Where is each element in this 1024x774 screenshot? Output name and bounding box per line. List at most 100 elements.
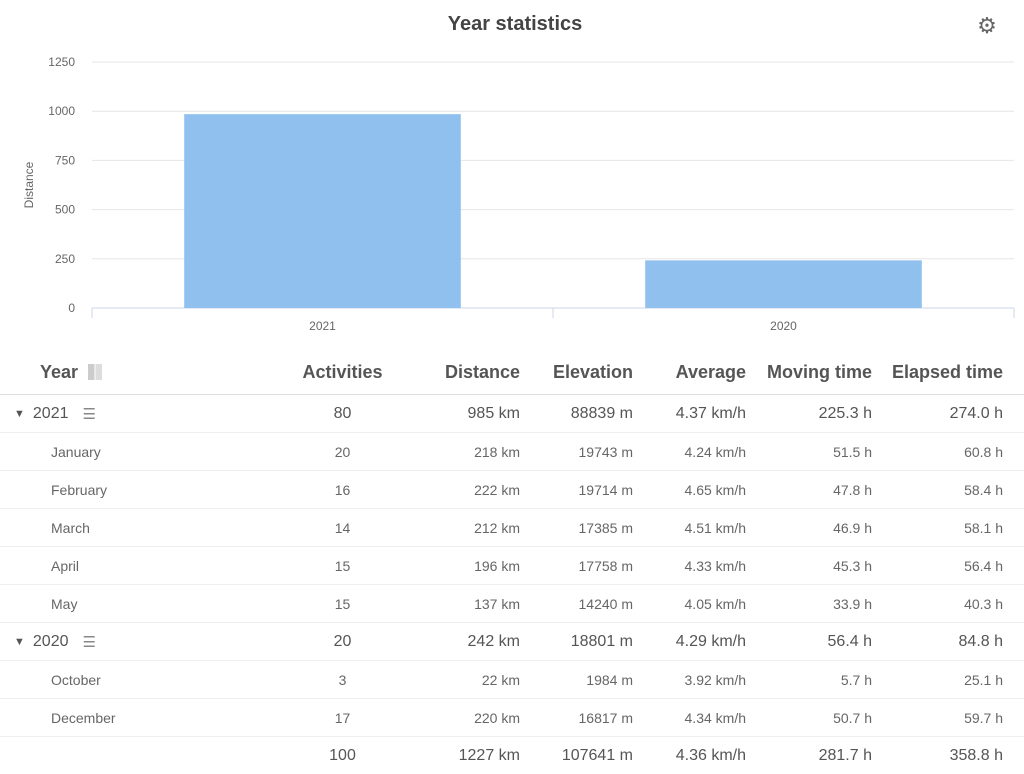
cell: 80 bbox=[333, 404, 352, 422]
cell: Distance bbox=[444, 361, 520, 382]
x-tick-label: 2021 bbox=[309, 319, 336, 333]
cell: 107641 m bbox=[561, 746, 633, 764]
cell: 56.4 h bbox=[964, 557, 1003, 574]
cell: 14240 m bbox=[578, 595, 633, 612]
cell: 33.9 h bbox=[833, 595, 872, 612]
cell: 51.5 h bbox=[833, 443, 872, 460]
caret-down-icon[interactable]: ▼ bbox=[14, 635, 25, 648]
cell: March bbox=[51, 519, 90, 536]
cell: 58.4 h bbox=[964, 481, 1003, 498]
month-row: January 20 218 km 19743 m 4.24 km/h 51.5 h 60.… bbox=[0, 433, 1024, 471]
cell: February bbox=[51, 481, 108, 498]
month-row: December 17 220 km 16817 m 4.34 km/h 50.7 h 59… bbox=[0, 699, 1024, 737]
cell: 17758 m bbox=[578, 557, 633, 574]
cell: May bbox=[51, 595, 78, 612]
cell: 196 km bbox=[474, 557, 520, 574]
year-row[interactable]: ▼ 2021 ☰ 80 985 km 88839 m 4.37 km/h 225.3 h 274… bbox=[0, 395, 1024, 433]
cell: 56.4 h bbox=[827, 632, 872, 650]
cell: Elevation bbox=[552, 361, 633, 382]
cell: 358.8 h bbox=[949, 746, 1003, 764]
cell: 47.8 h bbox=[833, 481, 872, 498]
cell: 100 bbox=[329, 746, 356, 764]
cell: 59.7 h bbox=[964, 709, 1003, 726]
cell: April bbox=[51, 557, 80, 574]
y-tick-label: 750 bbox=[55, 153, 75, 167]
y-tick-label: 1000 bbox=[48, 104, 75, 118]
cell: 281.7 h bbox=[818, 746, 872, 764]
year-row[interactable]: ▼ 2020 ☰ 20 242 km 18801 m 4.29 km/h 56.4 h 84.8… bbox=[0, 623, 1024, 661]
caret-down-icon[interactable]: ▼ bbox=[14, 407, 25, 420]
cell: 20 bbox=[333, 632, 352, 650]
bar-chart: 0 250 500 750 1000 1250 Distance 2021 2020 bbox=[22, 55, 1015, 333]
cell: 40.3 h bbox=[964, 595, 1003, 612]
cell: 46.9 h bbox=[833, 519, 872, 536]
cell: 4.29 km/h bbox=[675, 632, 746, 650]
cell: Moving time bbox=[766, 361, 872, 382]
y-tick-label: 500 bbox=[55, 203, 75, 217]
cell: 4.24 km/h bbox=[684, 443, 746, 460]
cell: 985 km bbox=[467, 404, 520, 422]
column-toggle-icon[interactable] bbox=[88, 364, 103, 380]
bar-2020 bbox=[645, 260, 922, 308]
cell: 4.65 km/h bbox=[684, 481, 746, 498]
cell: 220 km bbox=[474, 709, 520, 726]
total-row: 100 1227 km 107641 m 4.36 km/h 281.7 h 358.8 … bbox=[0, 737, 1024, 774]
cell: 45.3 h bbox=[833, 557, 872, 574]
cell: 5.7 h bbox=[840, 671, 872, 688]
cell: 50.7 h bbox=[833, 709, 872, 726]
y-tick-label: 250 bbox=[55, 252, 75, 266]
cell: 3.92 km/h bbox=[684, 671, 746, 688]
cell: 222 km bbox=[474, 481, 520, 498]
cell: 18801 m bbox=[570, 632, 633, 650]
cell: 4.51 km/h bbox=[684, 519, 746, 536]
y-tick-label: 1250 bbox=[48, 55, 75, 69]
cell: 4.05 km/h bbox=[684, 595, 746, 612]
cell: 2020 bbox=[32, 632, 69, 650]
cell: 4.36 km/h bbox=[675, 746, 746, 764]
cell: 15 bbox=[334, 557, 351, 574]
month-row: March 14 212 km 17385 m 4.51 km/h 46.9 h 58.1 … bbox=[0, 509, 1024, 547]
cell: 20 bbox=[334, 443, 351, 460]
cell: 25.1 h bbox=[964, 671, 1003, 688]
cell: 16817 m bbox=[578, 709, 633, 726]
cell: 1227 km bbox=[458, 746, 520, 764]
cell: 17385 m bbox=[578, 519, 633, 536]
month-row: February 16 222 km 19714 m 4.65 km/h 47.8 h 58… bbox=[0, 471, 1024, 509]
cell: 60.8 h bbox=[964, 443, 1003, 460]
cell: 17 bbox=[334, 709, 351, 726]
y-axis-label: Distance bbox=[22, 161, 36, 208]
bar-2021 bbox=[184, 114, 461, 308]
month-row: October 3 22 km 1984 m 3.92 km/h 5.7 h 25.1 h bbox=[0, 661, 1024, 699]
cell: 19714 m bbox=[578, 481, 633, 498]
gear-icon[interactable]: ⚙ bbox=[977, 13, 997, 38]
y-tick-label: 0 bbox=[68, 301, 75, 315]
cell: October bbox=[51, 671, 101, 688]
month-row: May 15 137 km 14240 m 4.05 km/h 33.9 h 40.3 h bbox=[0, 585, 1024, 623]
cell: 14 bbox=[334, 519, 351, 536]
stats-table: Year Activities Distance Elevation Average Mo… bbox=[0, 350, 1024, 774]
table-header: Year Activities Distance Elevation Average Mo… bbox=[0, 350, 1024, 395]
cell: 3 bbox=[338, 671, 347, 688]
cell: 22 km bbox=[481, 671, 520, 688]
filter-icon[interactable]: ☰ bbox=[82, 405, 96, 423]
cell: 15 bbox=[334, 595, 351, 612]
cell: 218 km bbox=[474, 443, 520, 460]
cell: Year bbox=[40, 361, 79, 382]
cell: 242 km bbox=[467, 632, 520, 650]
cell: 16 bbox=[334, 481, 351, 498]
cell: 225.3 h bbox=[818, 404, 872, 422]
cell: 1984 m bbox=[586, 671, 633, 688]
chart-title: Year statistics bbox=[447, 13, 583, 35]
cell: 4.33 km/h bbox=[684, 557, 746, 574]
cell: 19743 m bbox=[578, 443, 633, 460]
month-row: April 15 196 km 17758 m 4.33 km/h 45.3 h 56.4 … bbox=[0, 547, 1024, 585]
filter-icon[interactable]: ☰ bbox=[82, 633, 96, 651]
cell: 58.1 h bbox=[964, 519, 1003, 536]
x-tick-label: 2020 bbox=[770, 319, 797, 333]
cell: 4.34 km/h bbox=[684, 709, 746, 726]
cell: 4.37 km/h bbox=[675, 404, 746, 422]
cell: 212 km bbox=[474, 519, 520, 536]
cell: Average bbox=[675, 361, 746, 382]
cell: Activities bbox=[302, 361, 383, 382]
cell: 137 km bbox=[474, 595, 520, 612]
